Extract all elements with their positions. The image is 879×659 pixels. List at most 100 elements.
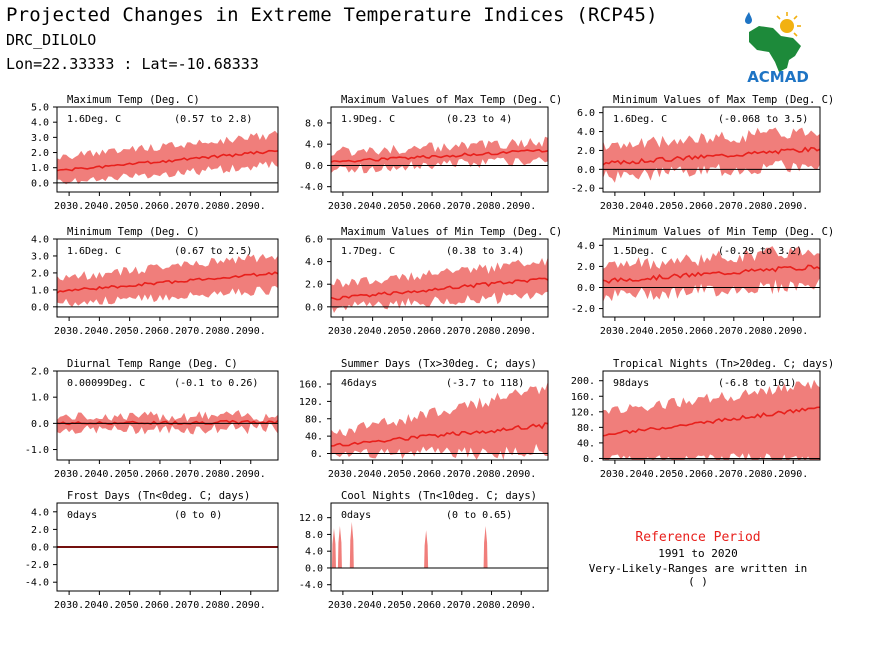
x-tick-label: 2050. (115, 600, 145, 611)
chart-panel: Maximum Values of Min Temp (Deg. C) 1.7De… (305, 226, 562, 337)
spike-band (483, 526, 488, 568)
range-band (331, 256, 548, 314)
plot-area (57, 410, 278, 435)
x-tick-label: 2050. (115, 201, 145, 212)
x-tick-label: 2030. (328, 600, 358, 611)
y-tick-label: 0.0 (577, 283, 595, 294)
range-label: (-0.29 to 3.2) (718, 246, 802, 257)
x-tick-label: 2090. (778, 469, 808, 480)
y-tick-label: 2.0 (577, 262, 595, 273)
plot-frame (330, 502, 549, 592)
chart-panel: Minimum Temp (Deg. C) 1.6Deg. C (0.67 to 2… (31, 226, 279, 337)
y-tick-label: 80. (305, 414, 323, 425)
y-tick-label: 120. (299, 397, 323, 408)
y-tick-label: -2.0 (25, 560, 49, 571)
value-label: 1.6Deg. C (67, 246, 121, 257)
chart-panel: Minimum Values of Min Temp (Deg. C) 1.5De… (571, 226, 834, 337)
chart-panel: Maximum Temp (Deg. C) 1.6Deg. C (0.57 to 2… (31, 94, 279, 212)
x-tick-label: 2040. (358, 201, 388, 212)
x-tick-label: 2080. (748, 201, 778, 212)
x-tick-label: 2050. (115, 326, 145, 337)
x-tick-label: 2040. (84, 600, 114, 611)
x-tick-label: 2070. (719, 326, 749, 337)
value-label: 0days (67, 510, 97, 521)
value-label: 98days (613, 378, 649, 389)
range-label: (-0.068 to 3.5) (718, 114, 808, 125)
value-label: 0.00099Deg. C (67, 378, 145, 389)
page-title: Projected Changes in Extreme Temperature… (6, 4, 658, 26)
y-tick-label: 0.0 (31, 419, 49, 430)
plot-frame (56, 106, 279, 193)
plot-area (57, 130, 278, 185)
x-tick-label: 2070. (447, 326, 477, 337)
x-tick-label: 2030. (328, 469, 358, 480)
y-tick-label: 4.0 (305, 547, 323, 558)
x-tick-label: 2050. (659, 201, 689, 212)
y-tick-label: -2.0 (571, 184, 595, 195)
y-tick-label: 8.0 (305, 530, 323, 541)
y-tick-label: 0.0 (577, 165, 595, 176)
x-tick-label: 2030. (328, 201, 358, 212)
x-tick-label: 2080. (748, 326, 778, 337)
x-tick-label: 2070. (175, 600, 205, 611)
x-tick-label: 2030. (600, 469, 630, 480)
y-tick-label: 160. (299, 380, 323, 391)
plot-frame (330, 370, 549, 461)
y-tick-label: 2.0 (577, 146, 595, 157)
chart-panel: Tropical Nights (Tn>20deg. C; days) 98day… (571, 358, 834, 480)
x-tick-label: 2090. (236, 469, 266, 480)
africa-map-icon (749, 26, 801, 72)
range-label: (0.57 to 2.8) (174, 114, 252, 125)
chart-title: Maximum Temp (Deg. C) (67, 94, 200, 106)
range-band (331, 381, 548, 460)
y-tick-label: -4.0 (299, 182, 323, 193)
y-tick-label: 0.0 (305, 302, 323, 313)
y-tick-label: 120. (571, 407, 595, 418)
value-label: 0days (341, 510, 371, 521)
y-tick-label: 3.0 (31, 251, 49, 262)
plot-frame (56, 370, 279, 461)
plot-area (57, 254, 278, 308)
spike-band (331, 528, 336, 568)
x-tick-label: 2030. (600, 201, 630, 212)
x-tick-label: 2040. (630, 201, 660, 212)
y-tick-label: -1.0 (25, 445, 49, 456)
chart-panel: Summer Days (Tx>30deg. C; days) 46days (-3… (299, 358, 549, 480)
y-tick-label: 2.0 (31, 367, 49, 378)
x-tick-label: 2050. (387, 201, 417, 212)
y-tick-label: 200. (571, 376, 595, 387)
spike-band (424, 530, 429, 568)
value-label: 1.5Deg. C (613, 246, 667, 257)
y-tick-label: 1.0 (31, 393, 49, 404)
plot-frame (602, 370, 821, 461)
x-tick-label: 2040. (358, 469, 388, 480)
x-tick-label: 2070. (447, 469, 477, 480)
y-tick-label: 2.0 (31, 148, 49, 159)
median-line (603, 264, 820, 284)
x-tick-label: 2050. (387, 469, 417, 480)
y-tick-label: -4.0 (299, 580, 323, 591)
x-tick-label: 2070. (719, 469, 749, 480)
station-name: DRC_DILOLO (6, 31, 97, 49)
x-tick-label: 2090. (236, 600, 266, 611)
x-tick-label: 2060. (145, 469, 175, 480)
chart-panel: Diurnal Temp Range (Deg. C) 0.00099Deg. C… (25, 358, 279, 480)
spike-band (337, 526, 342, 568)
value-label: 1.6Deg. C (67, 114, 121, 125)
x-tick-label: 2040. (84, 469, 114, 480)
plot-area (331, 136, 548, 174)
x-tick-label: 2090. (778, 201, 808, 212)
x-tick-label: 2050. (387, 600, 417, 611)
water-drop-icon (745, 12, 752, 24)
logo-text: ACMAD (747, 68, 809, 84)
x-tick-label: 2090. (506, 469, 536, 480)
chart-panel: Cool Nights (Tn<10deg. C; days) 0days (0 t… (299, 490, 549, 611)
x-tick-label: 2080. (205, 600, 235, 611)
x-tick-label: 2030. (54, 600, 84, 611)
chart-title: Minimum Values of Max Temp (Deg. C) (613, 94, 834, 106)
y-tick-label: 0.0 (31, 543, 49, 554)
value-label: 1.6Deg. C (613, 114, 667, 125)
x-tick-label: 2090. (506, 201, 536, 212)
plot-frame (602, 106, 821, 193)
x-tick-label: 2080. (476, 469, 506, 480)
